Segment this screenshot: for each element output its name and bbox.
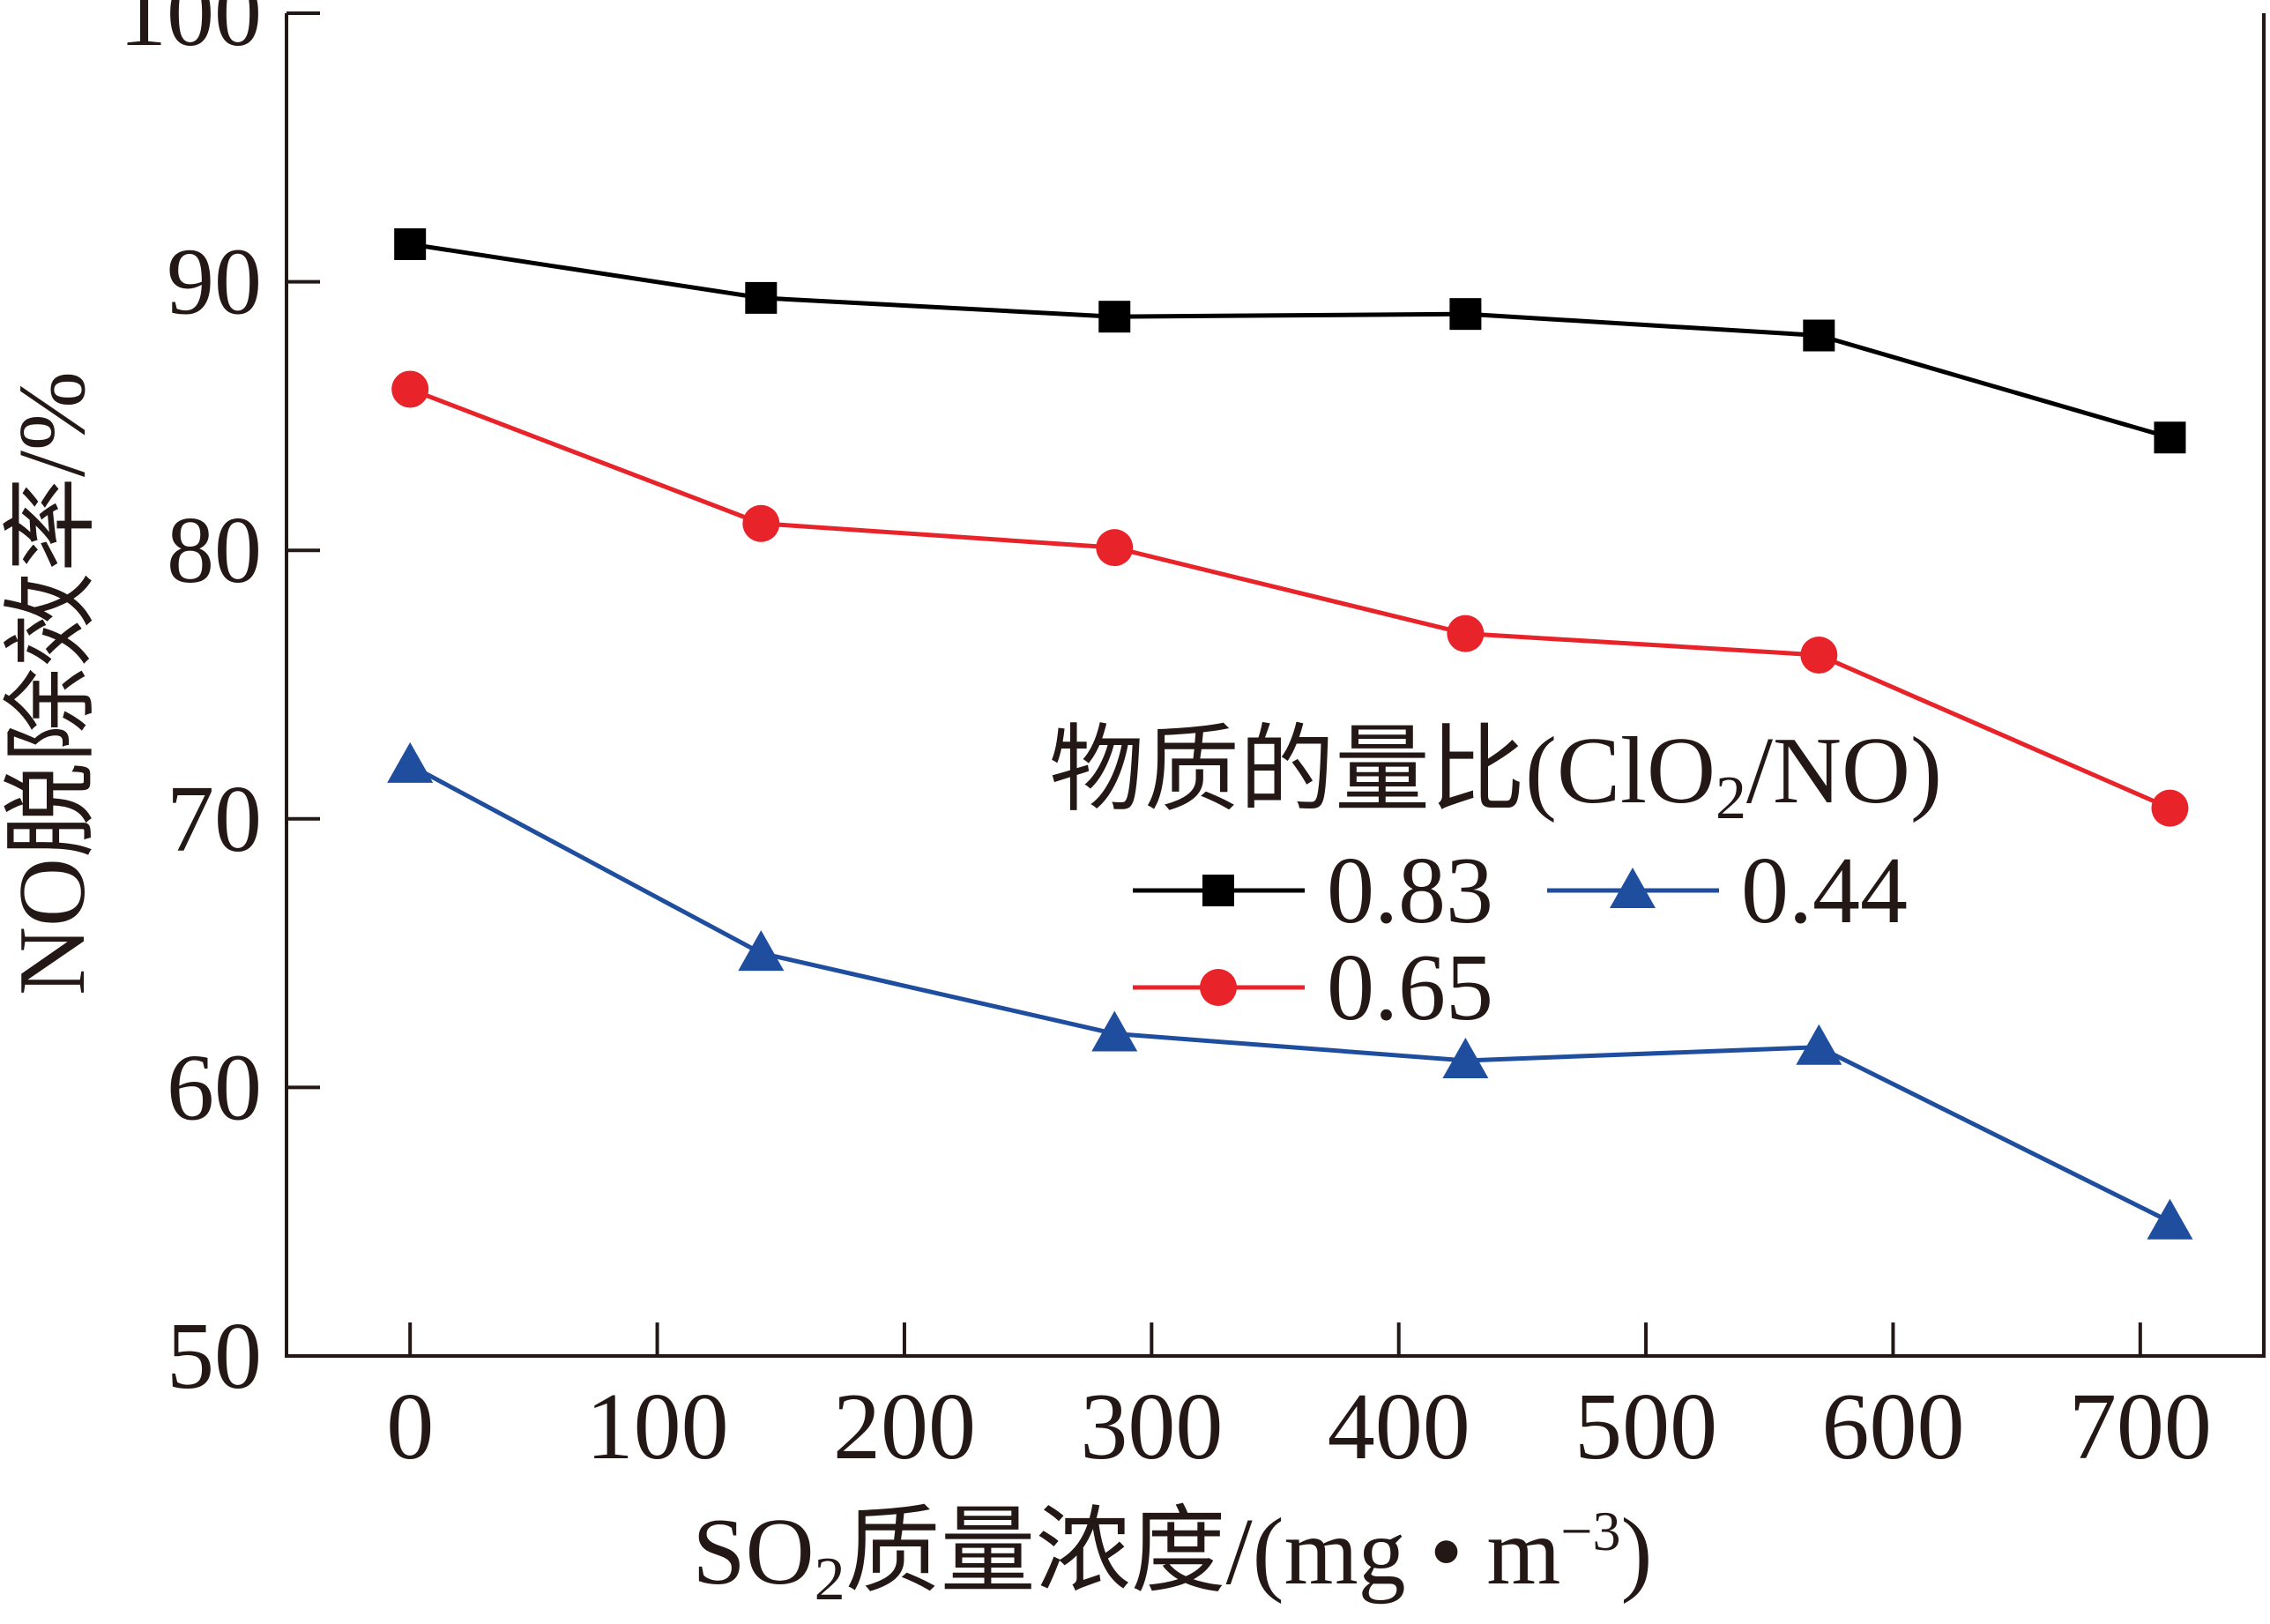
x-tick-label: 500 bbox=[1574, 1374, 1717, 1479]
data-point bbox=[1098, 301, 1131, 333]
y-tick-label: 90 bbox=[167, 230, 262, 335]
y-tick-label: 100 bbox=[119, 0, 262, 66]
data-point bbox=[1449, 298, 1482, 331]
legend: 0.83 0.44 0.65 bbox=[1133, 838, 1908, 1040]
data-point bbox=[1442, 1037, 1489, 1078]
data-point bbox=[1096, 529, 1134, 567]
x-tick-label: 0 bbox=[386, 1374, 434, 1479]
y-tick-label: 50 bbox=[167, 1304, 262, 1409]
data-point bbox=[2147, 1198, 2193, 1240]
series-layer bbox=[387, 227, 2193, 1240]
y-tick-label: 80 bbox=[167, 498, 262, 603]
axes bbox=[285, 13, 2266, 1358]
data-point bbox=[387, 741, 434, 783]
data-point bbox=[1803, 319, 1835, 352]
data-point bbox=[391, 370, 429, 408]
legend-label: 0.65 bbox=[1327, 935, 1493, 1040]
legend-item-0.65: 0.65 bbox=[1133, 935, 1493, 1040]
data-point bbox=[738, 930, 785, 972]
plot-frame bbox=[285, 13, 2266, 1358]
x-tick-label: 200 bbox=[833, 1374, 976, 1479]
data-point bbox=[1091, 1010, 1138, 1052]
x-axis-title: SO2质量浓度/(mg • m−3) bbox=[693, 1500, 1653, 1613]
data-point bbox=[394, 227, 427, 260]
legend-item-0.83: 0.83 bbox=[1133, 838, 1493, 943]
y-tick-label: 70 bbox=[167, 767, 262, 872]
legend-swatch-marker bbox=[1202, 875, 1234, 906]
series-line bbox=[409, 763, 2171, 1224]
x-tick-label: 400 bbox=[1328, 1374, 1470, 1479]
y-axis-title: NO脱除效率/% bbox=[0, 371, 105, 995]
data-point bbox=[1800, 636, 1838, 674]
data-point bbox=[1796, 1024, 1842, 1065]
series-0.44 bbox=[387, 741, 2193, 1240]
series-line bbox=[409, 242, 2171, 440]
legend-swatch-marker bbox=[1610, 868, 1656, 908]
data-point bbox=[2154, 421, 2186, 454]
x-tick-label: 300 bbox=[1080, 1374, 1223, 1479]
legend-title: 物质的量比(ClO2/NO) bbox=[1049, 719, 1942, 832]
legend-label: 0.83 bbox=[1327, 838, 1493, 943]
data-point bbox=[742, 504, 780, 542]
series-0.83 bbox=[394, 227, 2186, 454]
x-tick-label: 100 bbox=[586, 1374, 729, 1479]
data-point bbox=[2151, 789, 2189, 827]
data-point bbox=[1447, 615, 1485, 652]
x-tick-label: 600 bbox=[1821, 1374, 1964, 1479]
series-0.65 bbox=[391, 370, 2189, 827]
y-tick-label: 60 bbox=[167, 1035, 262, 1140]
legend-label: 0.44 bbox=[1741, 838, 1908, 943]
legend-swatch-marker bbox=[1200, 969, 1237, 1006]
data-point bbox=[745, 281, 778, 314]
ticks: 50 60 70 80 90 100 0 100 200 300 400 500 600 700 bbox=[119, 0, 2212, 1479]
x-tick-label: 700 bbox=[2069, 1374, 2212, 1479]
legend-item-0.44: 0.44 bbox=[1547, 838, 1908, 943]
series-line bbox=[409, 387, 2171, 810]
